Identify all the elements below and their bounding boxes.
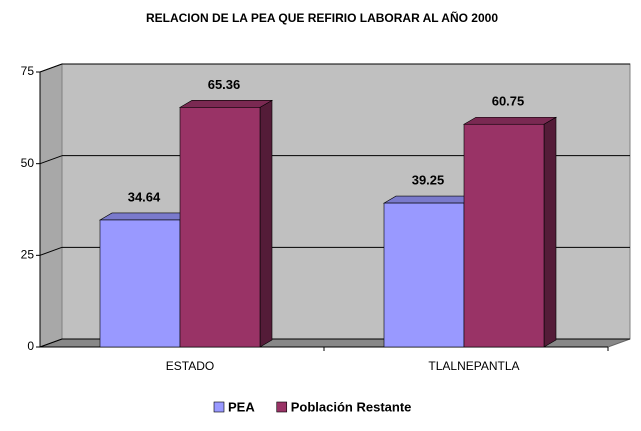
bar-top (178, 100, 274, 108)
bar (179, 107, 261, 348)
data-label: 65.36 (208, 77, 241, 92)
data-label: 34.64 (128, 189, 161, 204)
y-tick-label: 25 (21, 248, 35, 262)
y-tick-label: 0 (27, 339, 34, 353)
bar-side (543, 116, 557, 348)
bar (463, 123, 545, 348)
legend-swatch (276, 401, 288, 413)
grid-line (39, 155, 63, 165)
side-wall (39, 63, 63, 348)
bar-top (462, 116, 558, 125)
y-tick-label: 50 (21, 156, 35, 170)
data-label: 39.25 (412, 173, 445, 188)
x-tick-label: ESTADO (166, 359, 214, 373)
bar-side (259, 99, 273, 348)
legend-label: PEA (228, 399, 255, 414)
bar (99, 219, 181, 348)
legend-swatch (213, 401, 225, 413)
bar (383, 202, 465, 348)
y-tick-label: 75 (21, 64, 35, 78)
grid-line (39, 338, 63, 348)
bar-top (98, 212, 194, 221)
data-label: 60.75 (492, 94, 525, 109)
x-tick-label: TLALNEPANTLA (428, 359, 519, 373)
grid-line (39, 63, 63, 73)
bar-top (382, 195, 478, 204)
legend-label: Población Restante (291, 399, 412, 414)
chart-title: RELACION DE LA PEA QUE REFIRIO LABORAR A… (146, 10, 498, 25)
grid-line (39, 246, 63, 256)
